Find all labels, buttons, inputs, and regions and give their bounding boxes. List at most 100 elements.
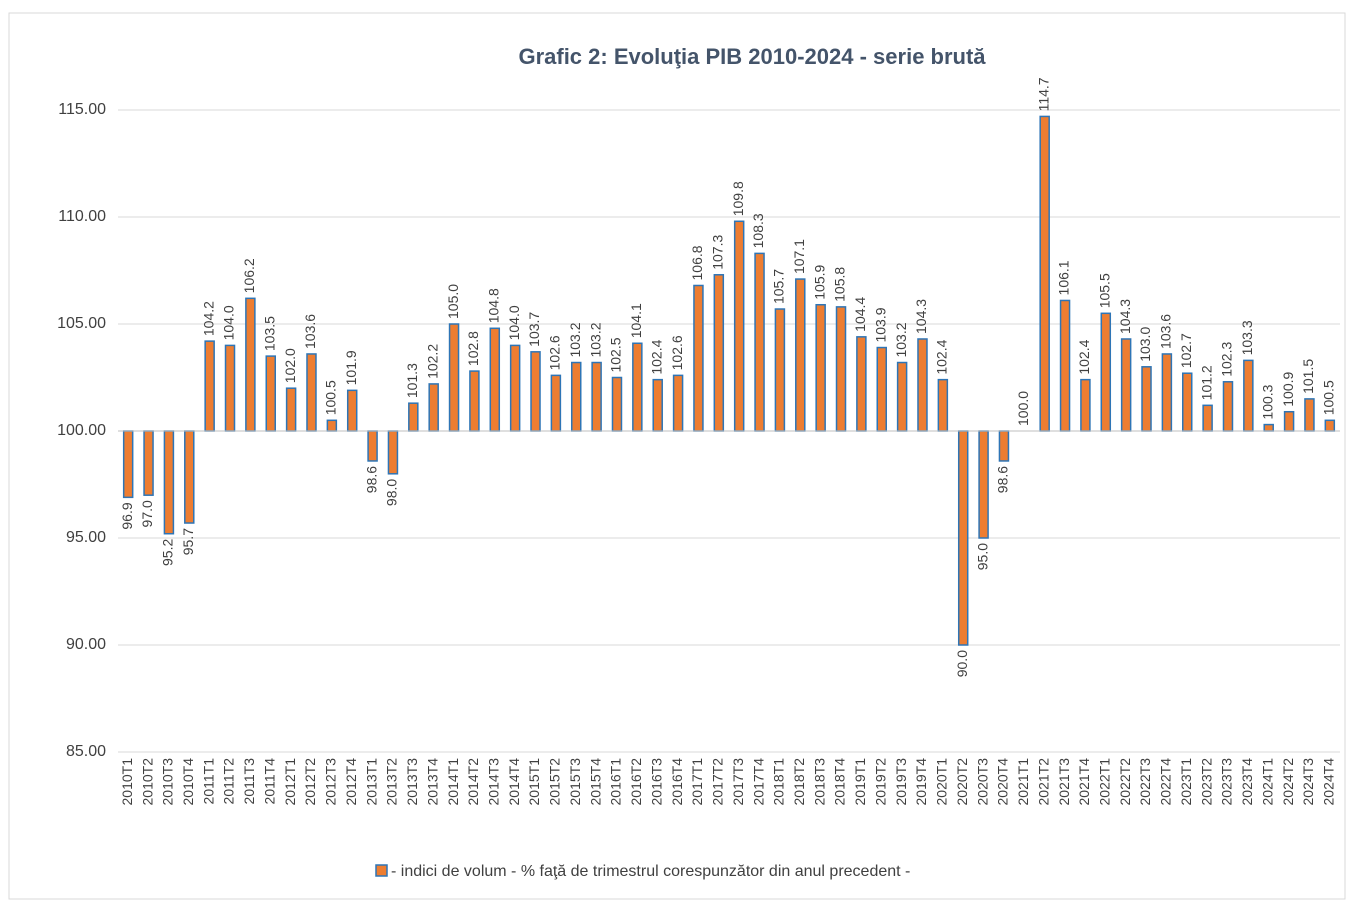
data-label: 105.8 [832,267,848,302]
bar [1161,353,1173,432]
bar [1324,419,1336,432]
bar [896,361,908,432]
data-label: 102.6 [547,335,563,370]
data-label: 95.7 [180,528,196,555]
data-label: 106.2 [241,258,257,293]
data-label: 106.8 [689,245,705,280]
x-tick-label: 2011T1 [200,758,216,805]
bar [795,278,806,432]
bar [1263,423,1274,432]
x-tick-label: 2020T1 [934,758,950,806]
y-tick-label: 85.00 [66,743,106,760]
legend-swatch [375,864,388,877]
bar [876,346,887,432]
bar [835,306,847,432]
chart-title: Grafic 2: Evoluţia PIB 2010-2024 - serie… [518,44,986,69]
y-tick-label: 105.00 [57,315,106,332]
x-tick-label: 2022T2 [1117,758,1133,806]
data-label: 96.9 [119,502,135,529]
bar [1283,410,1295,432]
x-tick-label: 2018T2 [791,758,807,806]
data-label: 103.0 [1137,327,1153,362]
x-tick-label: 2011T2 [221,758,237,805]
bar [1120,338,1132,432]
x-tick-label: 2010T1 [119,758,135,806]
x-tick-label: 2019T4 [913,758,929,806]
bar [346,389,358,432]
data-label: 103.2 [587,322,603,357]
x-tick-label: 2015T2 [547,758,563,806]
x-tick-label: 2023T2 [1198,758,1214,806]
x-tick-label: 2019T2 [872,758,888,806]
bar [489,327,501,432]
data-label: 104.4 [852,297,868,332]
x-tick-label: 2010T2 [139,758,155,806]
x-tick-label: 2014T4 [506,758,522,806]
data-label: 98.0 [384,479,400,506]
data-label: 101.9 [343,350,359,385]
data-label: 95.2 [160,539,176,566]
x-tick-label: 2022T3 [1137,758,1153,806]
data-label: 103.9 [872,307,888,342]
data-label: 102.3 [1219,342,1235,377]
x-tick-label: 2013T4 [424,758,440,806]
x-tick-label: 2012T3 [323,758,339,806]
bar [184,430,195,524]
y-tick-label: 90.00 [66,636,106,653]
x-tick-label: 2016T2 [628,758,644,806]
bar [1243,359,1254,432]
data-label: 90.0 [954,650,970,677]
x-tick-label: 2017T3 [730,758,746,806]
bar [998,430,1010,462]
x-tick-label: 2022T1 [1096,758,1112,806]
chart-border [8,12,1346,900]
bar [1080,378,1091,432]
bar [611,376,623,432]
bar [285,387,297,432]
data-label: 101.5 [1300,359,1316,394]
data-label: 105.0 [445,284,461,319]
x-tick-label: 2014T2 [465,758,481,806]
x-tick-label: 2015T1 [526,758,542,806]
data-label: 103.3 [1239,320,1255,355]
data-label: 105.7 [771,269,787,304]
y-tick-label: 110.00 [58,208,106,225]
x-tick-label: 2011T3 [241,758,257,805]
data-label: 104.0 [506,305,522,340]
data-label: 100.3 [1259,384,1275,419]
data-label: 102.2 [424,344,440,379]
x-tick-label: 2024T1 [1259,758,1275,806]
x-tick-label: 2016T4 [669,758,685,806]
x-tick-label: 2017T1 [689,758,705,806]
data-label: 104.2 [200,301,216,336]
x-tick-label: 2020T2 [954,758,970,806]
data-label: 107.1 [791,239,807,274]
x-tick-label: 2024T4 [1321,758,1337,806]
bar [448,323,460,432]
bar [1202,404,1213,432]
data-label: 103.7 [526,312,542,347]
data-label: 102.4 [648,339,664,374]
x-tick-label: 2023T4 [1239,758,1255,806]
x-tick-label: 2012T2 [302,758,318,806]
data-label: 103.2 [567,322,583,357]
bar [306,353,317,432]
legend-label: - indici de volum - % faţă de trimestrul… [391,863,910,880]
bar [632,342,643,432]
bar [733,220,745,432]
bar [815,303,826,432]
x-tick-label: 2019T1 [852,758,868,806]
data-label: 103.2 [893,322,909,357]
x-tick-label: 2014T3 [485,758,501,806]
data-label: 102.8 [465,331,481,366]
bar [774,308,786,432]
bar [957,430,969,646]
x-tick-label: 2021T3 [1056,758,1072,806]
x-tick-label: 2018T3 [811,758,827,806]
bar [856,336,867,432]
data-label: 95.0 [974,543,990,570]
data-label: 100.5 [323,380,339,415]
bar [1100,312,1112,432]
data-label: 101.2 [1198,365,1214,400]
bar [1182,372,1193,432]
